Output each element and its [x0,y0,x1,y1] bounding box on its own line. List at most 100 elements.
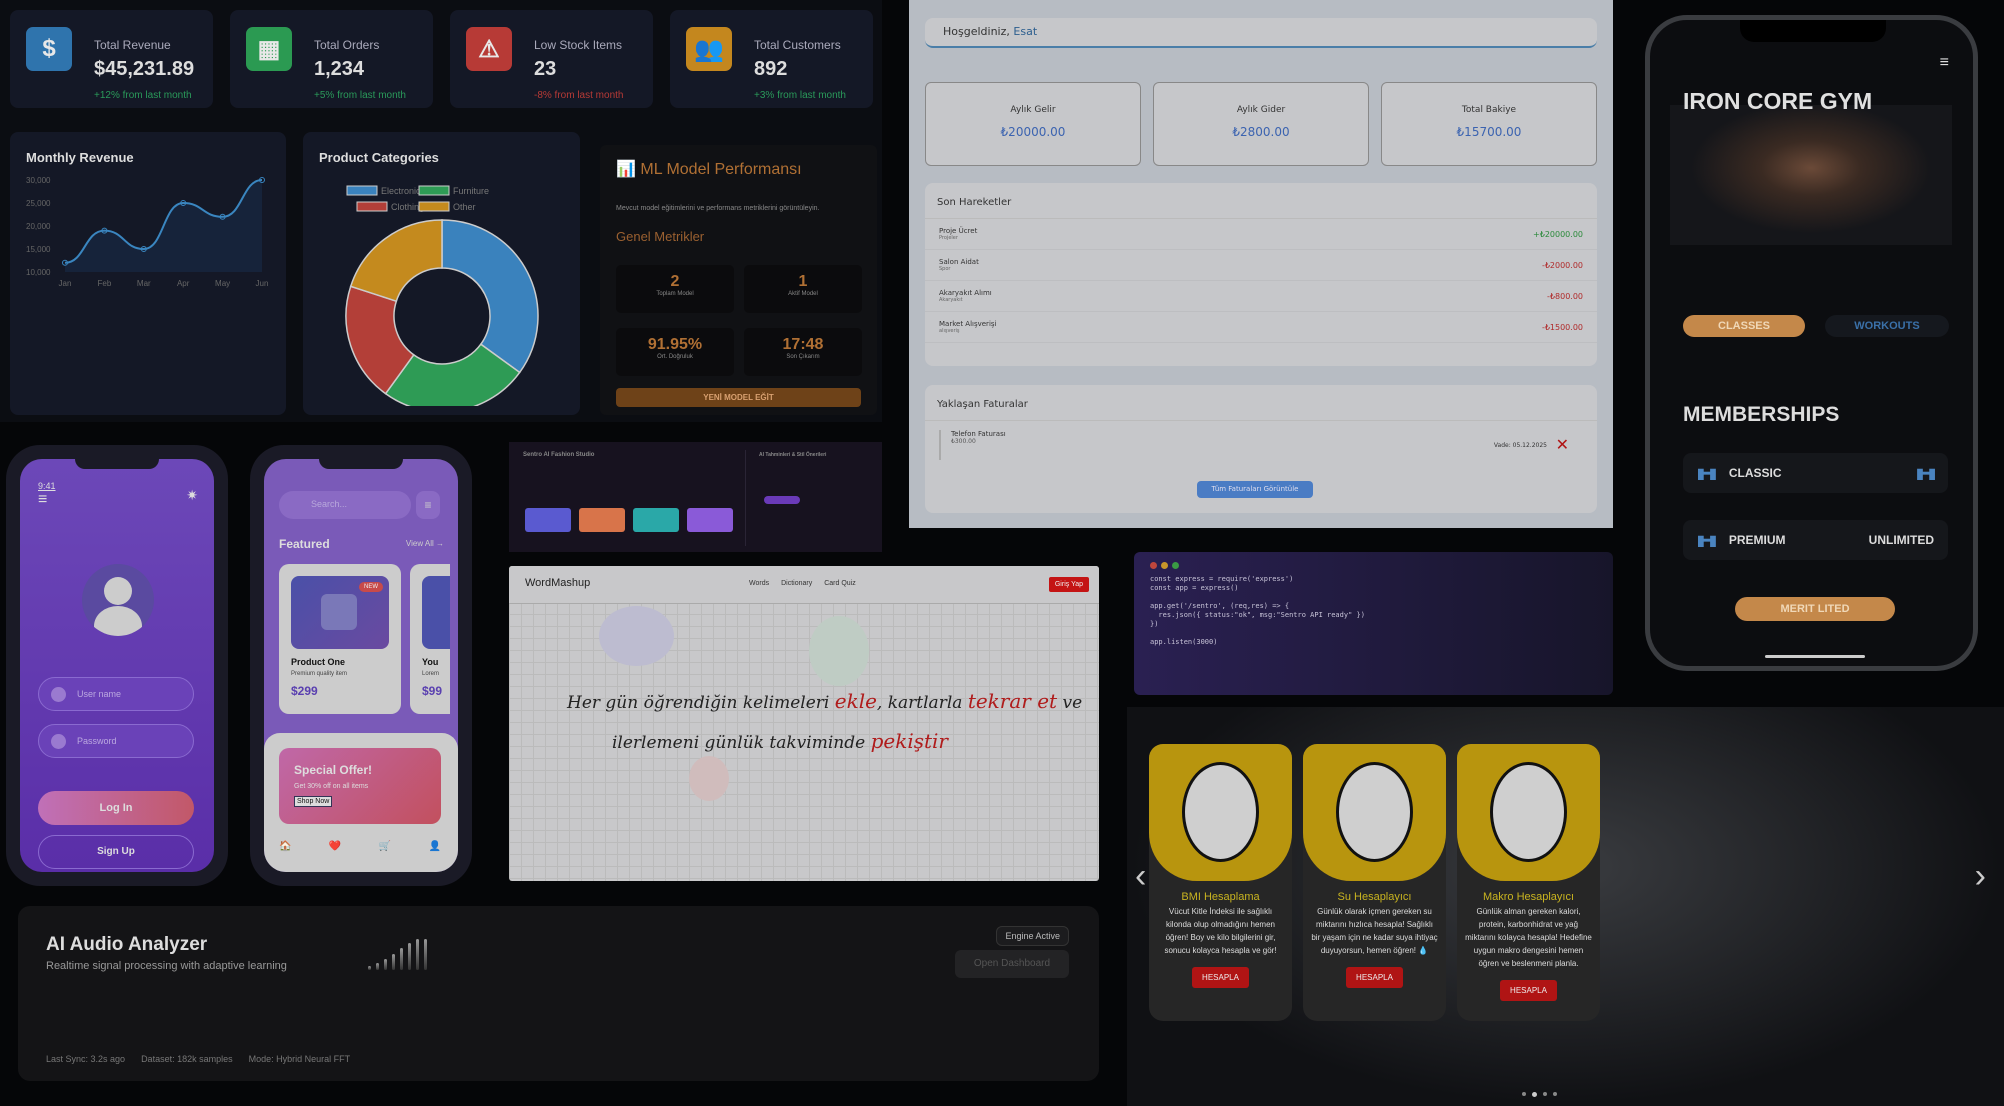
meta-info: Mode: Hybrid Neural FFT [248,1054,351,1064]
phone-notch [1740,20,1886,42]
wave-bar [392,953,395,970]
fitness-calculators: BMI Hesaplama Vücut Kitle İndeksi ile sağ… [1127,707,2004,1106]
calculate-button[interactable]: HESAPLA [1500,980,1557,1001]
train-model-button[interactable]: YENİ MODEL EĞİT [616,388,861,407]
transaction-row[interactable]: Market Alışverişi alışveriş -₺1500.00 [925,312,1597,343]
hero-image [1670,105,1952,245]
summary-label: Aylık Gider [1236,105,1286,115]
categories-donut-chart: Electronics Furniture Clothing Other [345,185,539,406]
style-swatch[interactable] [687,508,733,532]
finance-dashboard: Hoşgeldiniz, Esat Aylık Gelir ₺20000.00 Ay… [909,0,1613,528]
y-tick-label: 25,000 [26,199,51,208]
predictions-title: AI Tahminleri & Stil Önerileri [759,452,827,458]
top-nav: WordMashup Words Dictionary Card Quiz Giri… [509,566,1099,604]
maximize-dot[interactable] [1172,562,1179,569]
dot[interactable] [1543,1092,1547,1096]
settings-icon[interactable]: ✷ [186,487,198,503]
username-field[interactable]: User name [38,677,194,711]
generate-button[interactable] [764,496,800,504]
close-dot[interactable] [1150,562,1157,569]
product-card[interactable]: You Lorem $99 [410,564,450,714]
summary-value: ₺2800.00 [1232,125,1290,139]
user-name: Esat [1013,25,1038,38]
shop-now-button[interactable]: Shop Now [294,796,333,807]
cart-icon[interactable]: 🛒 [378,841,392,852]
product-card[interactable]: NEW Product One Premium quality item $29… [279,564,401,714]
password-field[interactable]: Password [38,724,194,758]
style-swatch[interactable] [633,508,679,532]
metric-box: 1 Aktif Model [744,265,862,313]
x-tick-label: May [215,279,230,288]
dot[interactable] [1522,1092,1526,1096]
signup-button[interactable]: Sign Up [38,835,194,869]
filter-icon[interactable]: ≡ [416,491,440,519]
wave-bar [424,939,427,970]
meta-info: Last Sync: 3.2s ago [46,1054,126,1064]
calculate-button[interactable]: HESAPLA [1346,967,1403,988]
stat-change: +12% from last month [94,90,192,101]
bill-name: Telefon Faturası [951,430,1006,438]
summary-label: Aylık Gelir [1010,105,1056,115]
login-button[interactable]: Log In [38,791,194,825]
transaction-category: alışveriş [939,328,960,334]
card-title: BMI Hesaplama [1181,891,1260,903]
chevron-left-icon[interactable]: ‹ [1135,857,1147,895]
close-icon[interactable]: ✕ [1555,435,1569,454]
transaction-row[interactable]: Proje Ücret Projeler +₺20000.00 [925,219,1597,250]
view-all-bills-button[interactable]: Tüm Faturaları Görüntüle [1197,481,1313,498]
product-price: $299 [291,684,318,698]
style-swatch[interactable] [579,508,625,532]
home-icon[interactable]: 🏠 [279,841,292,852]
nav-link[interactable]: Words [749,580,770,587]
profile-icon[interactable]: 👤 [428,841,441,852]
dumbbell-icon: ▮━▮ [1697,531,1717,548]
transaction-row[interactable]: Salon Aidat Spor -₺2000.00 [925,250,1597,281]
y-tick-label: 15,000 [26,245,51,254]
style-swatch[interactable] [525,508,571,532]
login-phone: 9:41 ≡ ✷ User name Password Log In Sign … [6,445,228,886]
transaction-category: Projeler [939,235,958,241]
menu-icon[interactable]: ≡ [38,491,48,508]
transaction-row[interactable]: Akaryakıt Alımı Akaryakıt -₺800.00 [925,281,1597,312]
product-categories-card: Product Categories Electronics Furniture C… [303,132,580,415]
y-tick-label: 30,000 [26,176,51,185]
view-all-link[interactable]: View All → [405,539,444,548]
ml-performance-panel: 📊 ML Model Performansı Mevcut model eğit… [600,145,877,415]
bill-due-date: Vade: 05.12.2025 [1493,442,1547,449]
heart-icon[interactable]: ❤️ [328,841,342,852]
nav-link[interactable]: Dictionary [781,580,813,587]
stat-label: Total Customers [754,38,841,52]
membership-premium[interactable]: ▮━▮ PREMIUM UNLIMITED [1683,520,1948,560]
minimize-dot[interactable] [1161,562,1168,569]
stat-label: Total Orders [314,38,380,52]
y-tick-label: 10,000 [26,268,51,277]
stat-card: ▦ Total Orders 1,234 +5% from last month [230,10,433,108]
legend-label: Electronics [381,186,426,196]
menu-icon[interactable]: ≡ [1939,54,1949,71]
special-offer-banner: Special Offer! Get 30% off on all items … [279,748,441,824]
calculate-button[interactable]: HESAPLA [1192,967,1249,988]
chevron-right-icon[interactable]: › [1974,857,1986,895]
calculator-card: Su Hesaplayıcı Günlük olarak içmen gereke… [1303,744,1446,1021]
legend-swatch [418,201,450,212]
nav-link[interactable]: Card Quiz [824,580,856,587]
dot[interactable] [1553,1092,1557,1096]
open-dashboard-button[interactable]: Open Dashboard [955,950,1069,978]
tab-classes[interactable]: CLASSES [1683,315,1805,337]
monthly-revenue-card: Monthly Revenue 30,000 25,000 20,000 15,000… [10,132,286,415]
ml-title: ML Model Performansı [640,161,802,178]
membership-classic[interactable]: ▮━▮ CLASSIC ▮━▮ [1683,453,1948,493]
tab-workouts[interactable]: WORKOUTS [1825,315,1949,337]
search-input[interactable]: Search... [279,491,411,519]
card-title: Monthly Revenue [26,150,134,165]
transaction-amount: -₺2000.00 [1541,260,1583,270]
wave-bar [416,939,419,970]
chart-icon: 📊 [616,161,636,178]
avatar [82,564,154,636]
dot-active[interactable] [1532,1092,1537,1097]
legend-label: Other [453,202,476,212]
image-placeholder [1182,762,1259,862]
login-button[interactable]: Giriş Yap [1048,577,1089,592]
logo[interactable]: WordMashup [525,577,591,589]
cta-button[interactable]: MERIT LITED [1735,597,1895,621]
